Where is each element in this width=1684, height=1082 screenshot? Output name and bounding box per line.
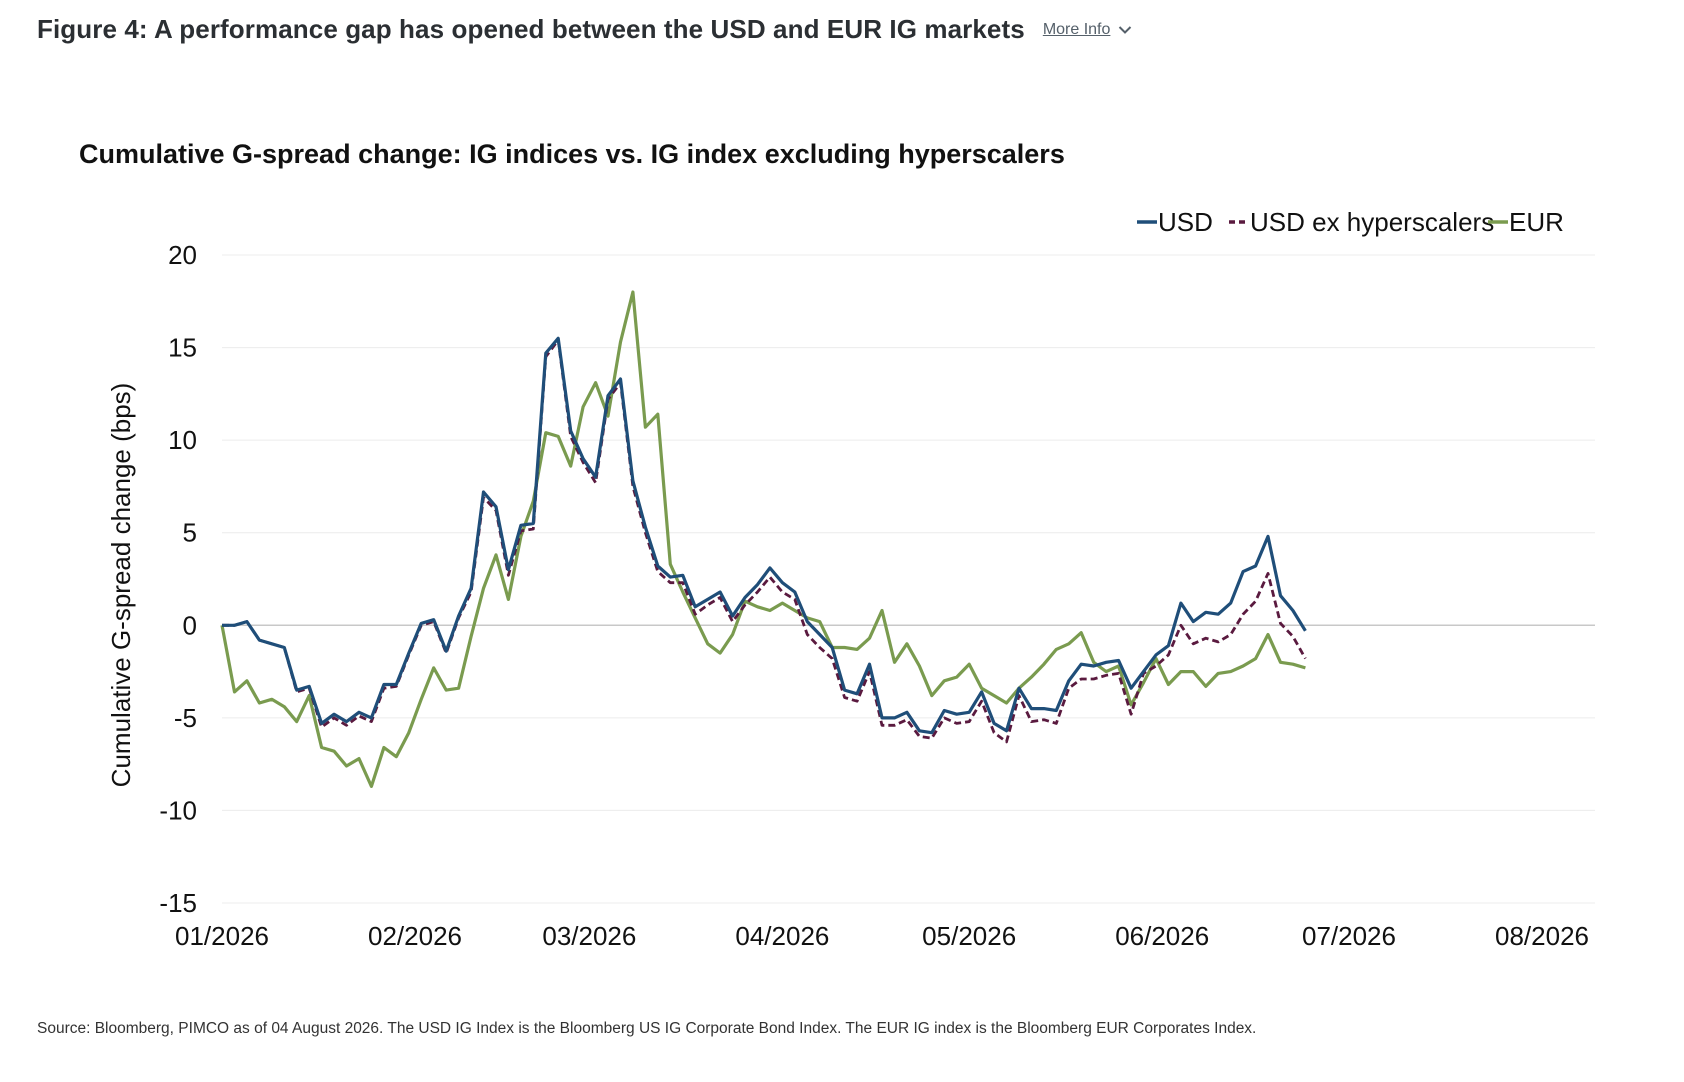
y-tick-label: -10 bbox=[159, 795, 197, 825]
legend-label: USD bbox=[1158, 207, 1213, 237]
legend-item: USD ex hyperscalers bbox=[1229, 207, 1494, 237]
x-axis-ticks: 01/2026 02/2026 03/2026 04/2026 05/2026 06/20… bbox=[175, 921, 1589, 951]
x-tick-label: 03/2026 bbox=[542, 921, 636, 951]
x-tick-label: 06/2026 bbox=[1115, 921, 1209, 951]
legend-item: EUR bbox=[1488, 207, 1564, 237]
legend-item: USD bbox=[1137, 207, 1213, 237]
y-tick-label: 15 bbox=[168, 333, 197, 363]
x-tick-label: 07/2026 bbox=[1302, 921, 1396, 951]
source-note: Source: Bloomberg, PIMCO as of 04 August… bbox=[37, 1020, 1257, 1037]
more-info-toggle[interactable]: More Info bbox=[1043, 21, 1133, 39]
x-tick-label: 04/2026 bbox=[735, 921, 829, 951]
y-axis-ticks: 20 15 10 5 0 -5 -10 -15 bbox=[159, 240, 197, 918]
series-line-eur bbox=[220, 290, 1306, 789]
y-tick-label: 5 bbox=[183, 518, 197, 548]
more-info-label[interactable]: More Info bbox=[1042, 20, 1111, 38]
figure-header: Figure 4: A performance gap has opened b… bbox=[37, 14, 1132, 45]
series-layer bbox=[220, 290, 1307, 789]
chart-legend: USD USD ex hyperscalers EUR bbox=[1137, 207, 1564, 237]
chart: Cumulative G-spread change: IG indices v… bbox=[79, 139, 1595, 951]
y-axis-label: Cumulative G-spread change (bps) bbox=[106, 383, 136, 788]
y-tick-label: 10 bbox=[168, 425, 197, 455]
legend-label: EUR bbox=[1509, 207, 1564, 237]
x-tick-label: 08/2026 bbox=[1495, 921, 1589, 951]
y-tick-label: -5 bbox=[174, 703, 197, 733]
y-tick-label: 0 bbox=[183, 610, 197, 640]
figure-title: Figure 4: A performance gap has opened b… bbox=[37, 14, 1025, 44]
x-tick-label: 01/2026 bbox=[175, 921, 269, 951]
chart-grid bbox=[222, 254, 1595, 904]
y-tick-label: -15 bbox=[159, 888, 197, 918]
x-tick-label: 05/2026 bbox=[922, 921, 1016, 951]
y-tick-label: 20 bbox=[168, 240, 197, 270]
chevron-down-icon bbox=[1119, 25, 1132, 34]
chart-title: Cumulative G-spread change: IG indices v… bbox=[79, 139, 1065, 169]
series-line-usd bbox=[222, 336, 1307, 735]
x-tick-label: 02/2026 bbox=[368, 921, 462, 951]
legend-label: USD ex hyperscalers bbox=[1250, 207, 1494, 237]
